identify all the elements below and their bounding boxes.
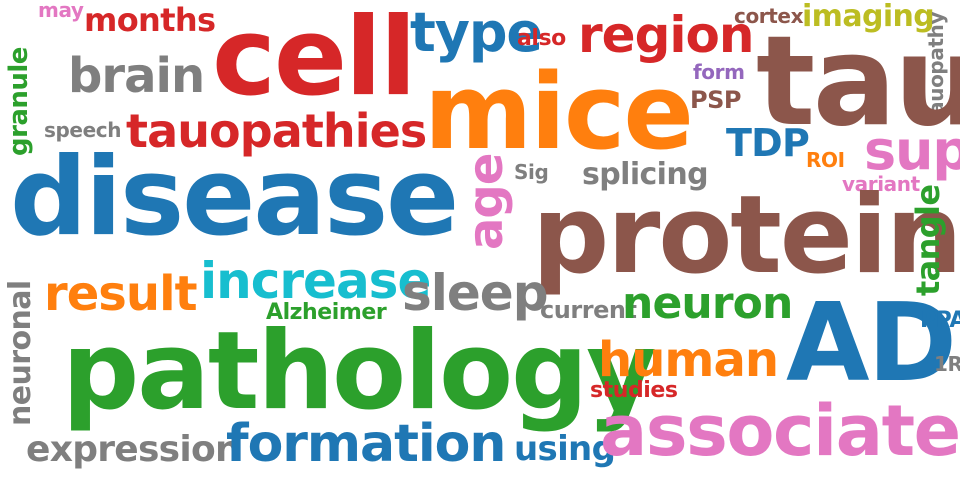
word-associated: associated [600,390,960,472]
word-tdp: TDP [726,121,810,165]
word-region: region [578,6,754,64]
word-expression: expression [26,429,241,470]
word-sig: Sig [514,160,549,184]
word-imaging: imaging [802,0,935,34]
word-using: using [514,429,616,469]
word-studies: studies [590,378,678,403]
word-cortex: cortex [734,4,804,28]
word-sup: sup [864,119,960,182]
word-tangle: tangle [909,184,947,296]
word-pathology: pathology [62,309,657,434]
word-variant: variant [842,172,920,196]
word-human: human [598,332,779,388]
word-form: form [693,60,745,84]
word-current: current [540,296,637,324]
word-1r: 1R [934,352,960,376]
word-neuron: neuron [622,278,793,329]
word-brain: brain [68,48,205,104]
word-age: age [458,153,514,250]
word-formation: formation [226,414,506,474]
word-ad: AD [786,281,957,406]
word-tau: tau [756,10,960,154]
word-cell: cell [212,0,417,120]
word-disease: disease [10,135,459,260]
word-type: type [410,1,543,64]
word-increase: increase [200,252,431,310]
word-splicing: splicing [582,157,709,192]
word-mice: mice [424,51,694,173]
word-protein: protein [532,173,960,298]
word-roi: ROI [806,148,845,172]
word-tauopathies: tauopathies [126,104,427,158]
word-ppa: PPA [920,308,960,333]
word-psp: PSP [690,86,742,114]
word-months: months [84,1,216,39]
word-speech: speech [44,118,122,142]
word-alzheimer: Alzheimer [266,300,387,325]
word-sleep: sleep [402,264,549,322]
word-result: result [44,266,198,322]
word-also: also [517,26,566,51]
word-may: may [38,0,84,22]
word-neuronal: neuronal [3,280,38,426]
